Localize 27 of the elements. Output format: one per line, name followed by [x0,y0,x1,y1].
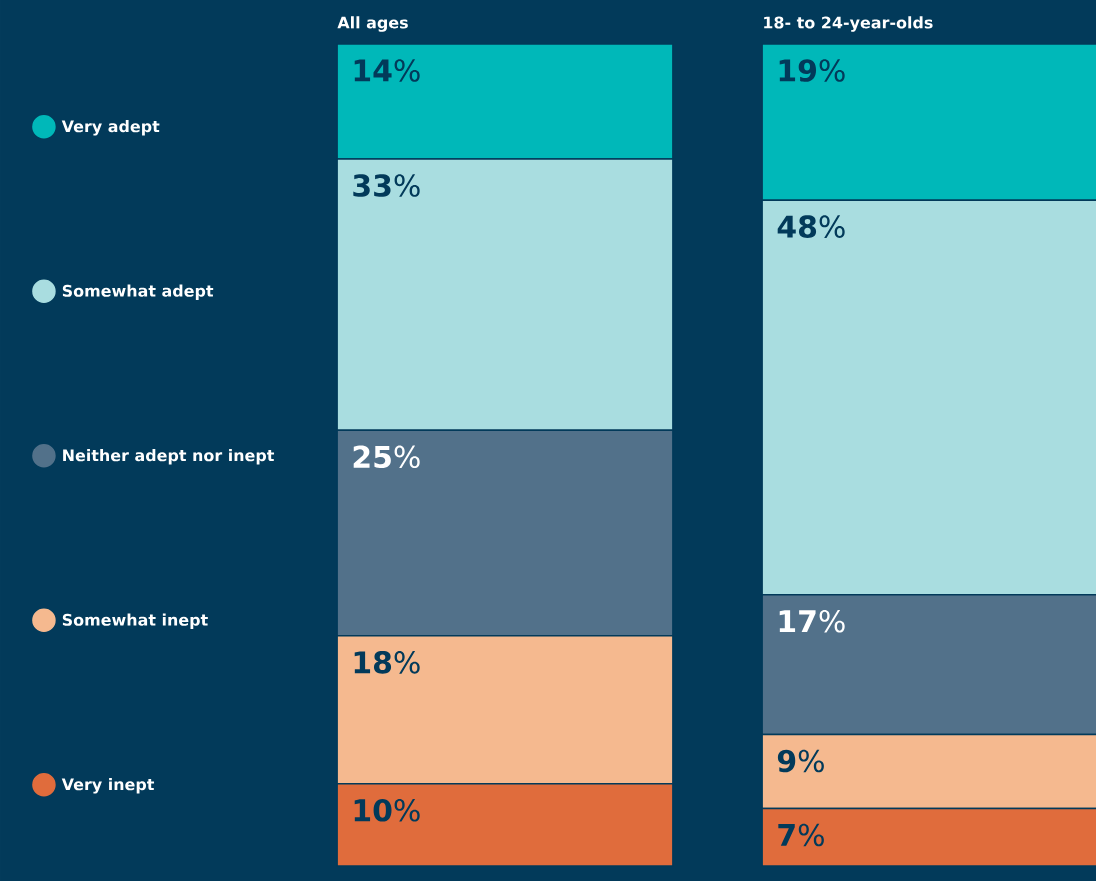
data-label: 19% [779,59,845,82]
legend-label: Somewhat adept [62,284,214,300]
data-label: 48% [777,215,845,238]
bar [761,593,1096,736]
legend-label: Neither adept nor inept [63,449,275,465]
bar [761,733,1096,810]
data-label: 25% [353,445,420,469]
legend-label: Somewhat inept [62,613,208,629]
data-label: 7% [778,823,824,847]
bar [336,635,674,785]
x-tick-label: All ages [337,16,408,32]
data-label: 9% [777,749,824,773]
legend-label: Very adept [61,120,160,136]
data-label: 18% [354,651,420,674]
bar [761,199,1096,596]
bar [761,807,1096,867]
data-label: 33% [353,174,420,197]
bar [336,43,674,160]
bar [761,43,1096,201]
data-label: 17% [779,609,845,633]
x-tick-label: 18- to 24-year-olds [764,16,933,32]
bar [336,429,674,637]
bar [336,158,674,432]
data-label: 14% [354,59,420,82]
bar [336,783,674,867]
legend-label: Very inept [61,778,155,794]
data-label: 10% [354,798,420,822]
